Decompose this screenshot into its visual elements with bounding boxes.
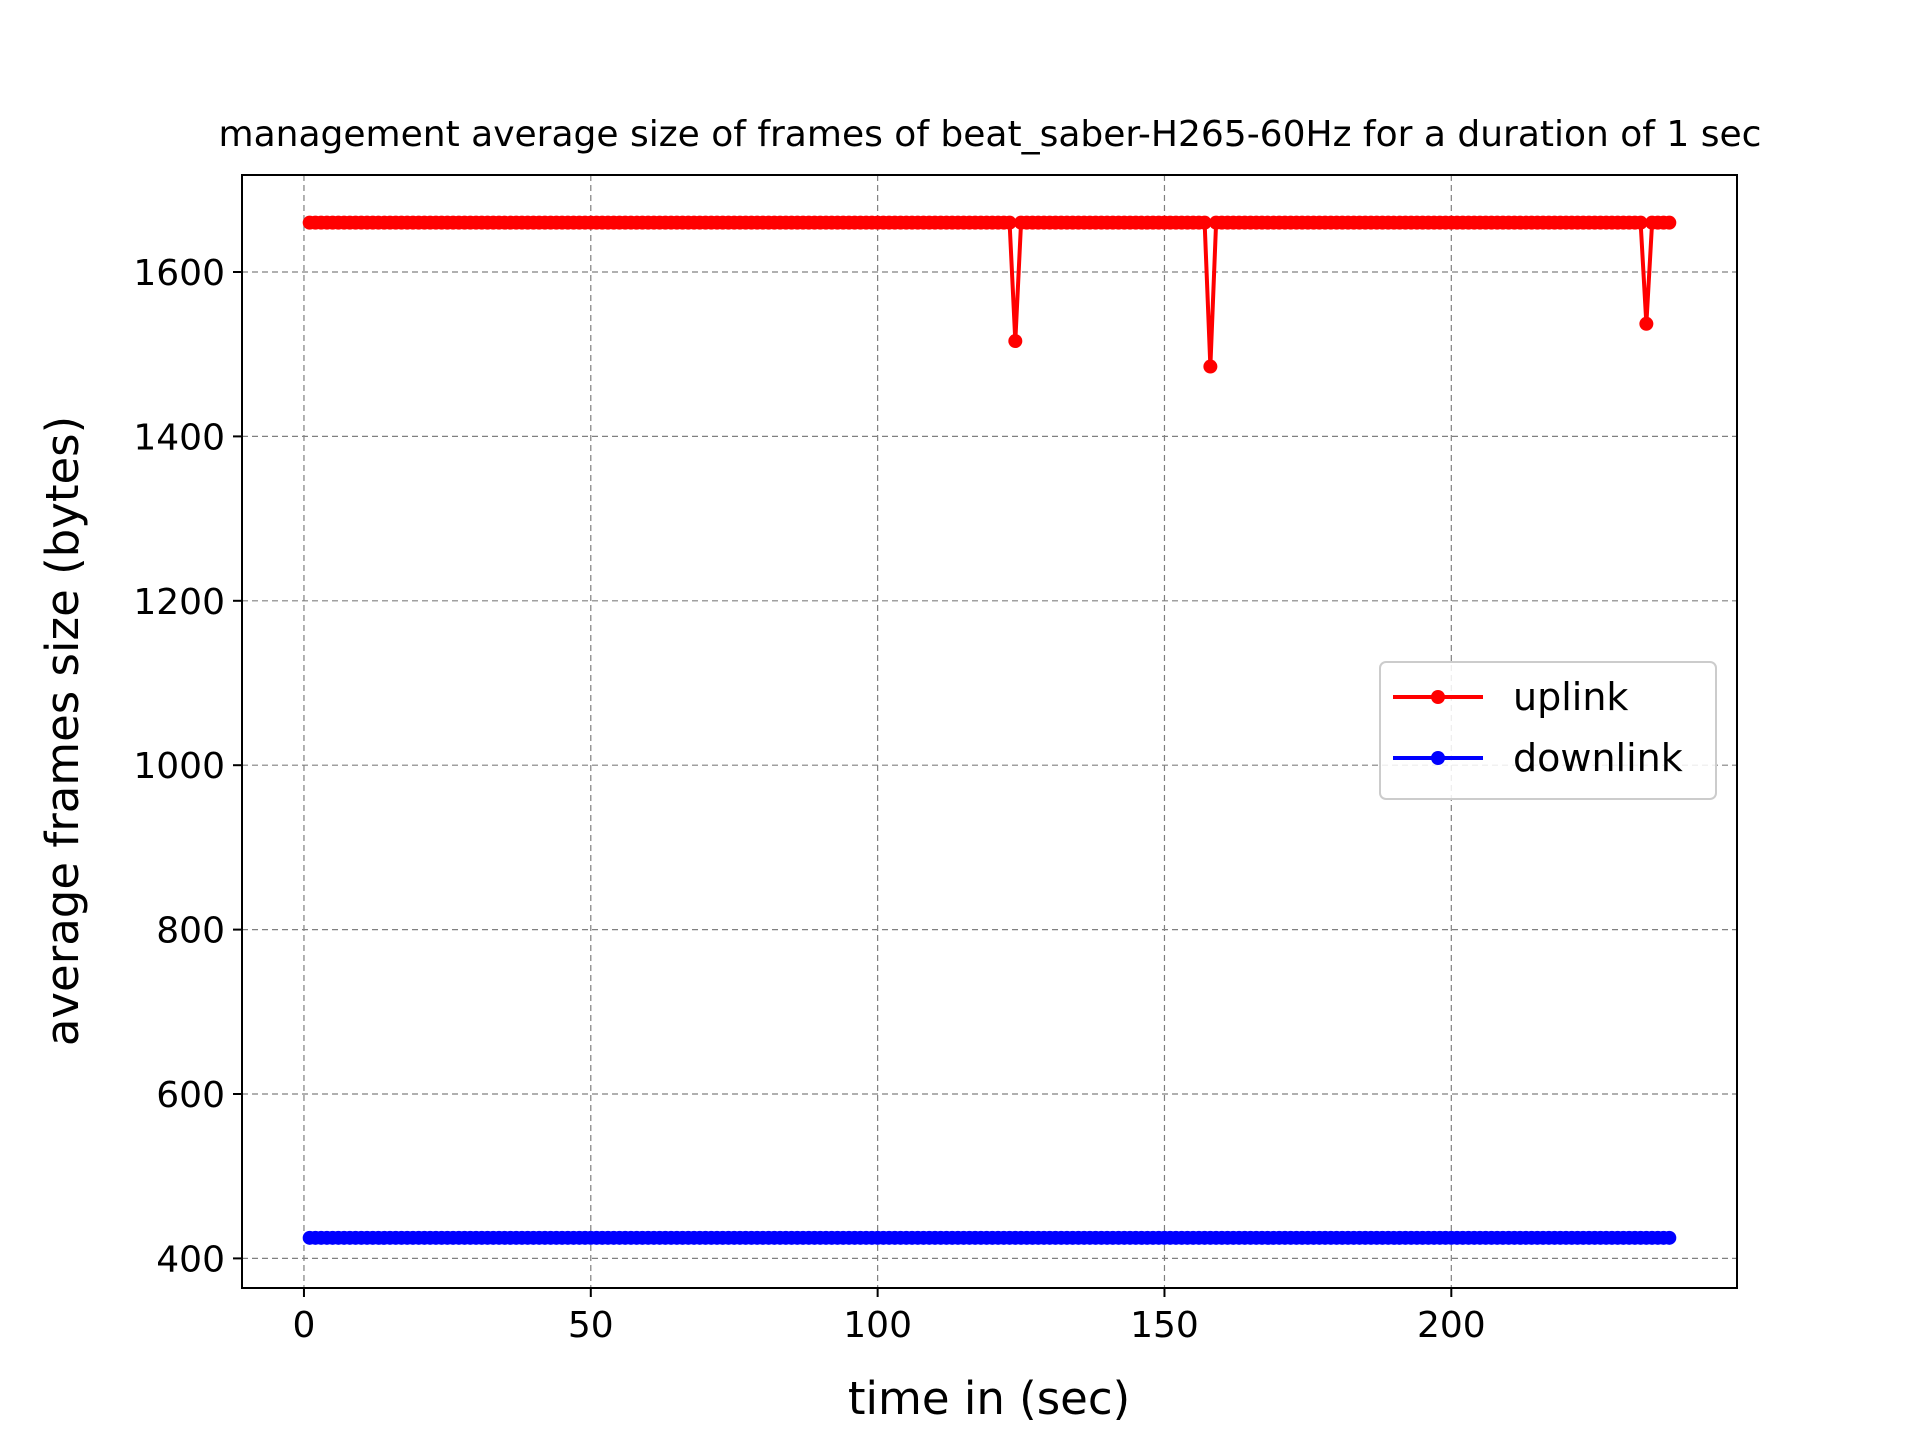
uplink-line — [309, 220, 1670, 369]
y-tick-label: 1000 — [133, 746, 225, 787]
y-tick-label: 600 — [156, 1075, 225, 1116]
x-tick-label: 150 — [1130, 1305, 1199, 1346]
legend-downlink-label: downlink — [1513, 736, 1683, 780]
y-tick-label: 1400 — [133, 417, 225, 458]
chart-title: management average size of frames of bea… — [219, 114, 1762, 155]
legend-uplink-label: uplink — [1513, 675, 1628, 719]
y-tick-label: 400 — [156, 1239, 225, 1280]
x-tick-label: 50 — [568, 1305, 614, 1346]
uplink-point — [1639, 316, 1654, 331]
x-tick-label: 200 — [1417, 1305, 1486, 1346]
uplink-point — [1662, 215, 1677, 230]
y-axis-label: average frames size (bytes) — [36, 416, 89, 1046]
x-tick-label: 100 — [843, 1305, 912, 1346]
series-uplink — [302, 215, 1677, 374]
ticks-layer: 0 50 100 150 200 400 600 800 1000 1200 1400 1600 — [133, 253, 1485, 1346]
series-downlink — [302, 1230, 1677, 1245]
legend: uplink downlink — [1379, 661, 1717, 800]
legend-downlink-marker — [1431, 751, 1445, 765]
y-tick-label: 800 — [156, 911, 225, 952]
x-axis-label: time in (sec) — [848, 1372, 1130, 1425]
uplink-point — [1203, 359, 1218, 374]
downlink-point — [1662, 1230, 1677, 1245]
y-tick-label: 1200 — [133, 582, 225, 623]
uplink-point — [1002, 215, 1017, 230]
series-layer — [302, 215, 1677, 1245]
legend-uplink-marker — [1431, 690, 1445, 704]
uplink-point — [1633, 215, 1648, 230]
grid-layer — [242, 175, 1737, 1288]
uplink-point — [1008, 334, 1023, 349]
plot-frame — [241, 174, 1738, 1289]
y-tick-label: 1600 — [133, 253, 225, 294]
x-tick-label: 0 — [293, 1305, 316, 1346]
uplink-point — [1197, 215, 1212, 230]
